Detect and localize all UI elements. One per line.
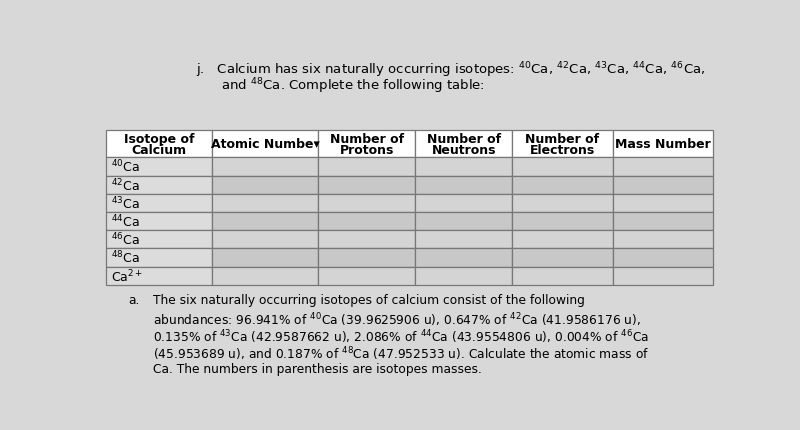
Bar	[106, 131, 212, 158]
Text: Number of: Number of	[427, 133, 501, 146]
Bar	[513, 212, 613, 230]
Text: Protons: Protons	[340, 144, 394, 157]
Bar	[106, 158, 212, 176]
Text: Ca. The numbers in parenthesis are isotopes masses.: Ca. The numbers in parenthesis are isoto…	[153, 362, 482, 375]
Text: $^{43}$Ca: $^{43}$Ca	[111, 195, 140, 212]
Text: a.: a.	[128, 293, 139, 306]
Bar	[106, 194, 212, 212]
Text: $^{44}$Ca: $^{44}$Ca	[111, 213, 140, 230]
Bar	[212, 267, 318, 285]
Bar	[613, 249, 713, 267]
Text: Calcium: Calcium	[132, 144, 187, 157]
Bar	[212, 158, 318, 176]
Bar	[212, 249, 318, 267]
Bar	[613, 194, 713, 212]
Text: Electrons: Electrons	[530, 144, 595, 157]
Bar	[513, 267, 613, 285]
Bar	[415, 230, 513, 249]
Bar	[613, 230, 713, 249]
Bar	[415, 194, 513, 212]
Bar	[212, 230, 318, 249]
Bar	[613, 176, 713, 194]
Bar	[513, 194, 613, 212]
Bar	[415, 267, 513, 285]
Text: abundances: 96.941% of $^{40}$Ca (39.9625906 u), 0.647% of $^{42}$Ca (41.9586176: abundances: 96.941% of $^{40}$Ca (39.962…	[153, 310, 641, 328]
Text: $^{46}$Ca: $^{46}$Ca	[111, 231, 140, 248]
Text: The six naturally occurring isotopes of calcium consist of the following: The six naturally occurring isotopes of …	[153, 293, 585, 306]
Bar	[415, 249, 513, 267]
Bar	[613, 131, 713, 158]
Text: Atomic Numbe▾: Atomic Numbe▾	[211, 138, 320, 151]
Bar	[106, 230, 212, 249]
Bar	[513, 249, 613, 267]
Bar	[106, 267, 212, 285]
Text: $^{42}$Ca: $^{42}$Ca	[111, 177, 140, 194]
Text: $^{40}$Ca: $^{40}$Ca	[111, 159, 140, 175]
Bar	[318, 158, 415, 176]
Bar	[318, 131, 415, 158]
Bar	[318, 249, 415, 267]
Text: (45.953689 u), and 0.187% of $^{48}$Ca (47.952533 u). Calculate the atomic mass : (45.953689 u), and 0.187% of $^{48}$Ca (…	[153, 345, 649, 362]
Bar	[106, 249, 212, 267]
Bar	[513, 131, 613, 158]
Bar	[513, 176, 613, 194]
Bar	[613, 267, 713, 285]
Bar	[318, 176, 415, 194]
Bar	[613, 212, 713, 230]
Bar	[212, 194, 318, 212]
Text: $^{48}$Ca: $^{48}$Ca	[111, 249, 140, 266]
Text: Ca$^{2+}$: Ca$^{2+}$	[111, 267, 143, 284]
Bar	[613, 158, 713, 176]
Bar	[415, 158, 513, 176]
Text: 0.135% of $^{43}$Ca (42.9587662 u), 2.086% of $^{44}$Ca (43.9554806 u), 0.004% o: 0.135% of $^{43}$Ca (42.9587662 u), 2.08…	[153, 328, 649, 345]
Bar	[318, 267, 415, 285]
Text: Neutrons: Neutrons	[432, 144, 496, 157]
Bar	[318, 194, 415, 212]
Text: Isotope of: Isotope of	[124, 133, 194, 146]
Bar	[318, 212, 415, 230]
Text: Number of: Number of	[330, 133, 404, 146]
Text: j.   Calcium has six naturally occurring isotopes: $^{40}$Ca, $^{42}$Ca, $^{43}$: j. Calcium has six naturally occurring i…	[196, 60, 706, 80]
Bar	[415, 176, 513, 194]
Text: Mass Number: Mass Number	[614, 138, 710, 151]
Bar	[106, 176, 212, 194]
Bar	[415, 212, 513, 230]
Bar	[513, 158, 613, 176]
Bar	[415, 131, 513, 158]
Bar	[212, 212, 318, 230]
Bar	[212, 176, 318, 194]
Bar	[318, 230, 415, 249]
Text: and $^{48}$Ca. Complete the following table:: and $^{48}$Ca. Complete the following ta…	[196, 77, 485, 96]
Text: Number of: Number of	[526, 133, 599, 146]
Bar	[513, 230, 613, 249]
Bar	[106, 212, 212, 230]
Bar	[212, 131, 318, 158]
